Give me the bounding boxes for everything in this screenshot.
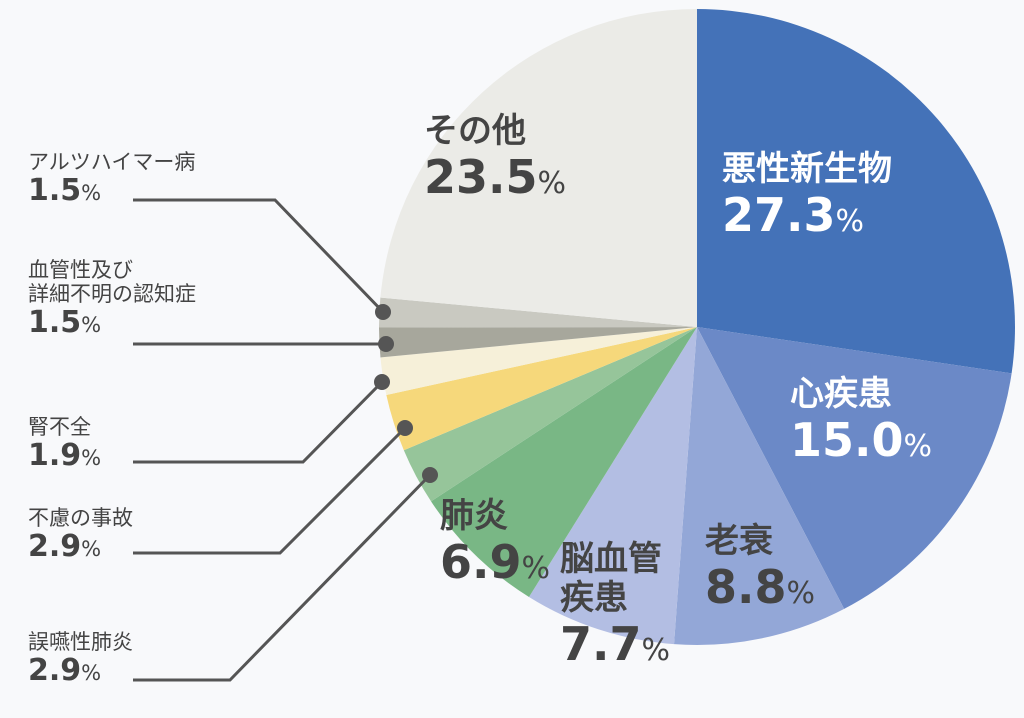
leader-line-4 <box>133 473 432 682</box>
label-malignant: 悪性新生物 27.3% <box>722 149 892 243</box>
pie-slice-4 <box>431 327 697 597</box>
label-heart: 心疾患 15.0% <box>790 374 933 468</box>
leader-dot-4 <box>422 467 438 483</box>
label-alzheimer: アルツハイマー病 1.5% <box>28 150 196 209</box>
label-senility: 老衰 8.8% <box>705 521 816 615</box>
label-cerebrovascular: 脳血管 疾患 7.7% <box>560 539 671 672</box>
label-pneumonia: 肺炎 6.9% <box>440 496 551 590</box>
pie-slice-8 <box>379 327 697 358</box>
leader-dot-0 <box>375 304 391 320</box>
pie-slice-3 <box>528 327 697 645</box>
leader-line-0 <box>133 198 385 314</box>
pie-slice-9 <box>379 297 697 328</box>
pie-slice-6 <box>386 327 697 451</box>
pie-slice-5 <box>403 327 697 502</box>
leader-dot-3 <box>397 420 413 436</box>
label-aspiration: 誤嚥性肺炎 2.9% <box>28 630 133 689</box>
label-dementia: 血管性及び 詳細不明の認知症 1.5% <box>28 258 196 341</box>
label-other: その他 23.5% <box>424 111 567 205</box>
pie-slice-10 <box>380 9 697 327</box>
leader-line-3 <box>133 426 407 555</box>
label-renal: 腎不全 1.9% <box>28 415 102 474</box>
pie-slice-2 <box>674 327 845 645</box>
pie-slice-7 <box>380 327 697 395</box>
pie-slice-0 <box>697 9 1016 374</box>
leader-dot-1 <box>378 336 394 352</box>
label-accident: 不慮の事故 2.9% <box>28 506 133 565</box>
leader-dot-2 <box>374 374 390 390</box>
pie-slice-1 <box>697 327 1012 609</box>
leader-line-2 <box>133 380 384 464</box>
